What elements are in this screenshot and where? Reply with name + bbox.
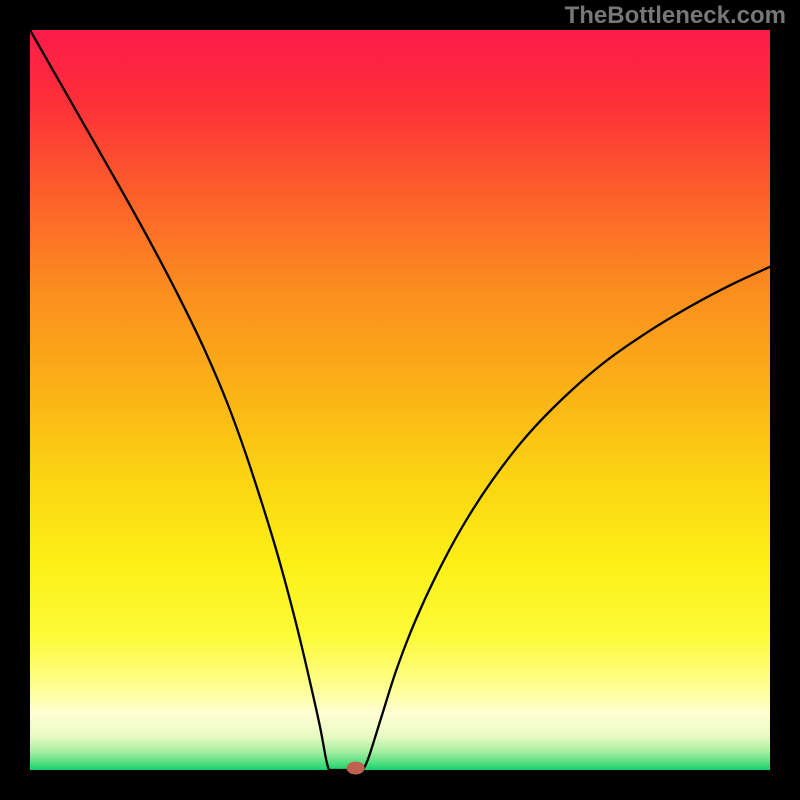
chart-frame: TheBottleneck.com	[0, 0, 800, 800]
bottleneck-chart	[0, 0, 800, 800]
watermark-text: TheBottleneck.com	[565, 2, 786, 30]
optimal-point-marker	[347, 762, 365, 775]
